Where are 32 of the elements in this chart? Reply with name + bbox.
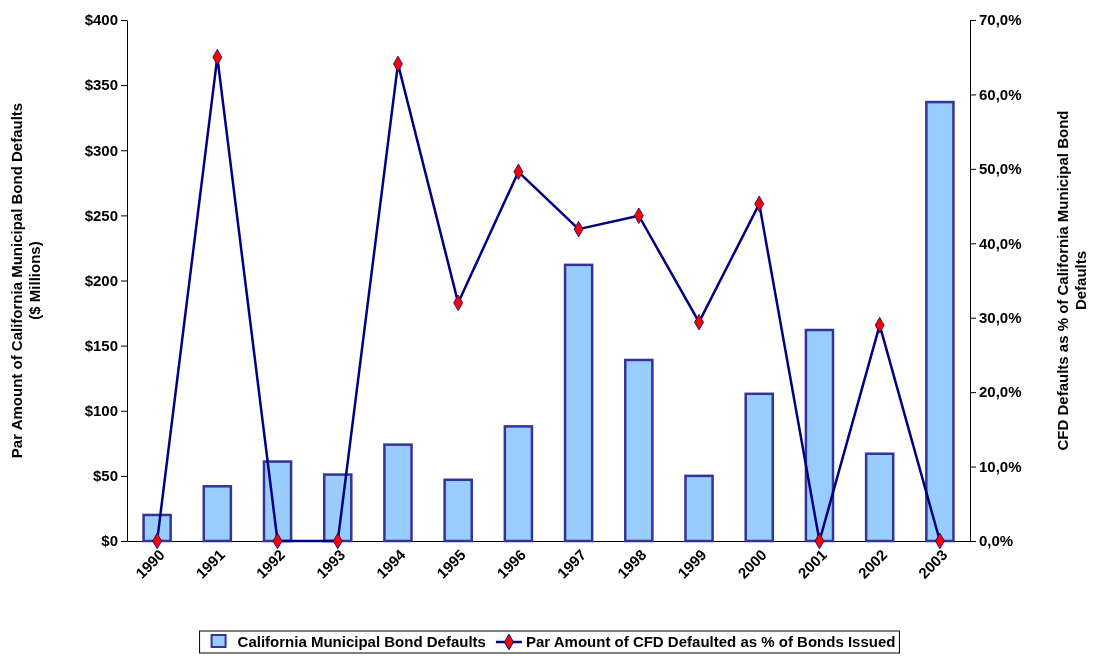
y-tick-label: $200 <box>84 271 118 289</box>
bar <box>503 425 534 543</box>
bar <box>443 478 473 543</box>
y2-tick-label: 30,0% <box>979 309 1022 327</box>
legend-label: Par Amount of CFD Defaulted as % of Bonds Issued <box>525 633 896 650</box>
y-tick-label: $50 <box>92 467 118 485</box>
y2-tick-label: 40,0% <box>979 234 1022 252</box>
bar <box>383 443 413 543</box>
y-tick-label: $150 <box>84 336 118 354</box>
y2-tick-label: 60,0% <box>979 85 1022 103</box>
y-axis-title: Par Amount of California Municipal Bond Defaults ($ Millions) <box>8 102 43 459</box>
y-tick-label: $0 <box>101 532 118 550</box>
y-tick-label: $400 <box>84 11 118 29</box>
bar <box>925 100 955 543</box>
bar <box>684 474 714 543</box>
y2-tick-label: 70,0% <box>979 11 1022 29</box>
legend-label: California Municipal Bond Defaults <box>237 633 486 650</box>
y-tick-label: $300 <box>84 141 118 159</box>
y2-tick-label: 20,0% <box>979 383 1022 401</box>
y-tick-label: $350 <box>84 76 118 94</box>
bar <box>744 392 775 543</box>
bar <box>624 358 654 543</box>
bar <box>864 452 895 543</box>
y-tick-label: $250 <box>84 206 118 224</box>
bar <box>563 263 594 543</box>
bar <box>202 485 233 543</box>
y2-tick-label: 50,0% <box>979 160 1022 178</box>
y-tick-label: $100 <box>84 402 118 420</box>
y2-tick-label: 10,0% <box>979 457 1022 475</box>
y2-axis-title: CFD Defaults as % of California Municipal Bond Defaults <box>1054 110 1089 451</box>
y2-tick-label: 0,0% <box>979 532 1014 550</box>
bar <box>804 328 835 543</box>
